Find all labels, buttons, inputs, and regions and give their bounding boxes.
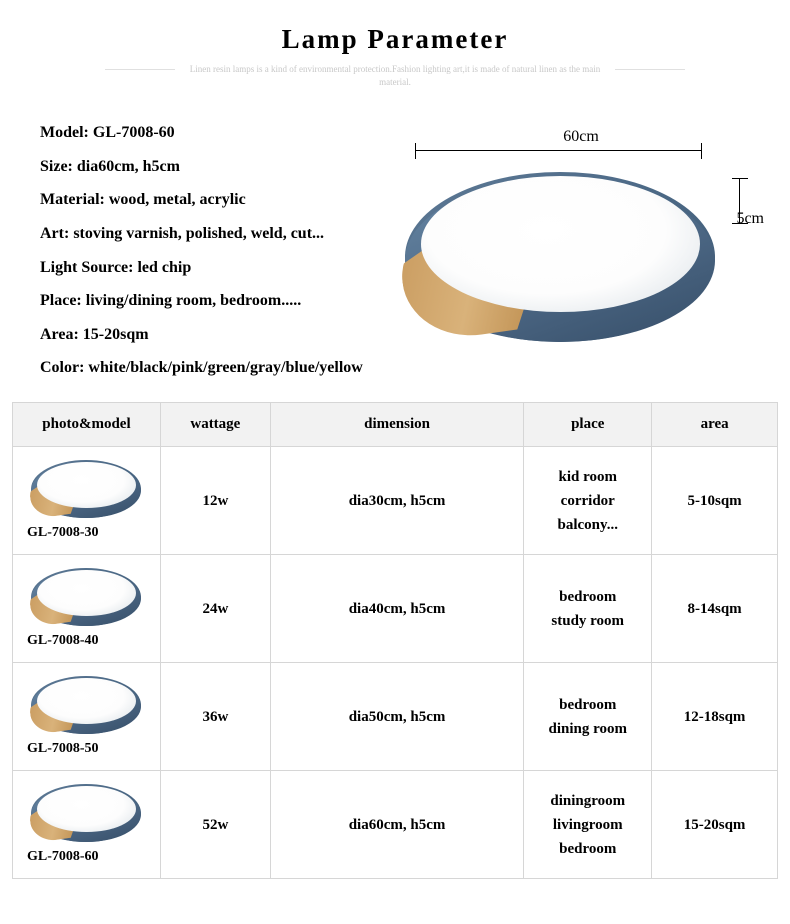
cell-place: kid roomcorridorbalcony... (524, 447, 652, 555)
cell-area: 12-18sqm (652, 663, 778, 771)
lamp-large-icon (405, 172, 715, 342)
cell-wattage: 36w (160, 663, 270, 771)
table-row: GL-7008-50 36wdia50cm, h5cmbedroomdining … (13, 663, 778, 771)
spec-list: Model: GL-7008-60 Size: dia60cm, h5cm Ma… (40, 116, 400, 386)
col-header-wattage: wattage (160, 403, 270, 447)
table-row: GL-7008-30 12wdia30cm, h5cmkid roomcorrid… (13, 447, 778, 555)
col-header-photo: photo&model (13, 403, 161, 447)
cell-place: bedroomstudy room (524, 555, 652, 663)
table-row: GL-7008-60 52wdia60cm, h5cmdiningroomlivi… (13, 771, 778, 879)
cell-area: 8-14sqm (652, 555, 778, 663)
cell-wattage: 24w (160, 555, 270, 663)
cell-photo-model: GL-7008-40 (13, 555, 161, 663)
lamp-small-icon (31, 460, 141, 518)
page-title: Lamp Parameter (0, 24, 790, 55)
cell-dimension: dia30cm, h5cm (270, 447, 524, 555)
lamp-small-icon (31, 676, 141, 734)
spec-table: photo&model wattage dimension place area… (12, 402, 778, 879)
cell-wattage: 12w (160, 447, 270, 555)
hero-diagram: 60cm 5cm (410, 116, 752, 386)
page-subtitle: Linen resin lamps is a kind of environme… (185, 63, 605, 88)
dimension-width-label: 60cm (563, 128, 599, 146)
spec-line: Art: stoving varnish, polished, weld, cu… (40, 217, 400, 251)
cell-area: 5-10sqm (652, 447, 778, 555)
model-label: GL-7008-30 (19, 522, 154, 544)
cell-dimension: dia60cm, h5cm (270, 771, 524, 879)
cell-dimension: dia50cm, h5cm (270, 663, 524, 771)
spec-line: Model: GL-7008-60 (40, 116, 400, 150)
spec-line: Place: living/dining room, bedroom..... (40, 284, 400, 318)
cell-wattage: 52w (160, 771, 270, 879)
model-label: GL-7008-60 (19, 846, 154, 868)
cell-place: diningroomlivingroombedroom (524, 771, 652, 879)
dimension-height-line (739, 178, 740, 224)
table-header-row: photo&model wattage dimension place area (13, 403, 778, 447)
model-label: GL-7008-40 (19, 630, 154, 652)
top-section: Model: GL-7008-60 Size: dia60cm, h5cm Ma… (0, 116, 790, 386)
col-header-place: place (524, 403, 652, 447)
table-row: GL-7008-40 24wdia40cm, h5cmbedroomstudy r… (13, 555, 778, 663)
cell-area: 15-20sqm (652, 771, 778, 879)
spec-line: Size: dia60cm, h5cm (40, 150, 400, 184)
model-label: GL-7008-50 (19, 738, 154, 760)
spec-line: Color: white/black/pink/green/gray/blue/… (40, 351, 400, 385)
col-header-area: area (652, 403, 778, 447)
cell-photo-model: GL-7008-50 (13, 663, 161, 771)
spec-line: Material: wood, metal, acrylic (40, 183, 400, 217)
dimension-width-line (415, 150, 702, 151)
cell-place: bedroomdining room (524, 663, 652, 771)
spec-line: Light Source: led chip (40, 251, 400, 285)
lamp-small-icon (31, 784, 141, 842)
cell-photo-model: GL-7008-30 (13, 447, 161, 555)
dimension-height-label: 5cm (736, 210, 764, 228)
cell-dimension: dia40cm, h5cm (270, 555, 524, 663)
spec-line: Area: 15-20sqm (40, 318, 400, 352)
cell-photo-model: GL-7008-60 (13, 771, 161, 879)
lamp-small-icon (31, 568, 141, 626)
col-header-dim: dimension (270, 403, 524, 447)
